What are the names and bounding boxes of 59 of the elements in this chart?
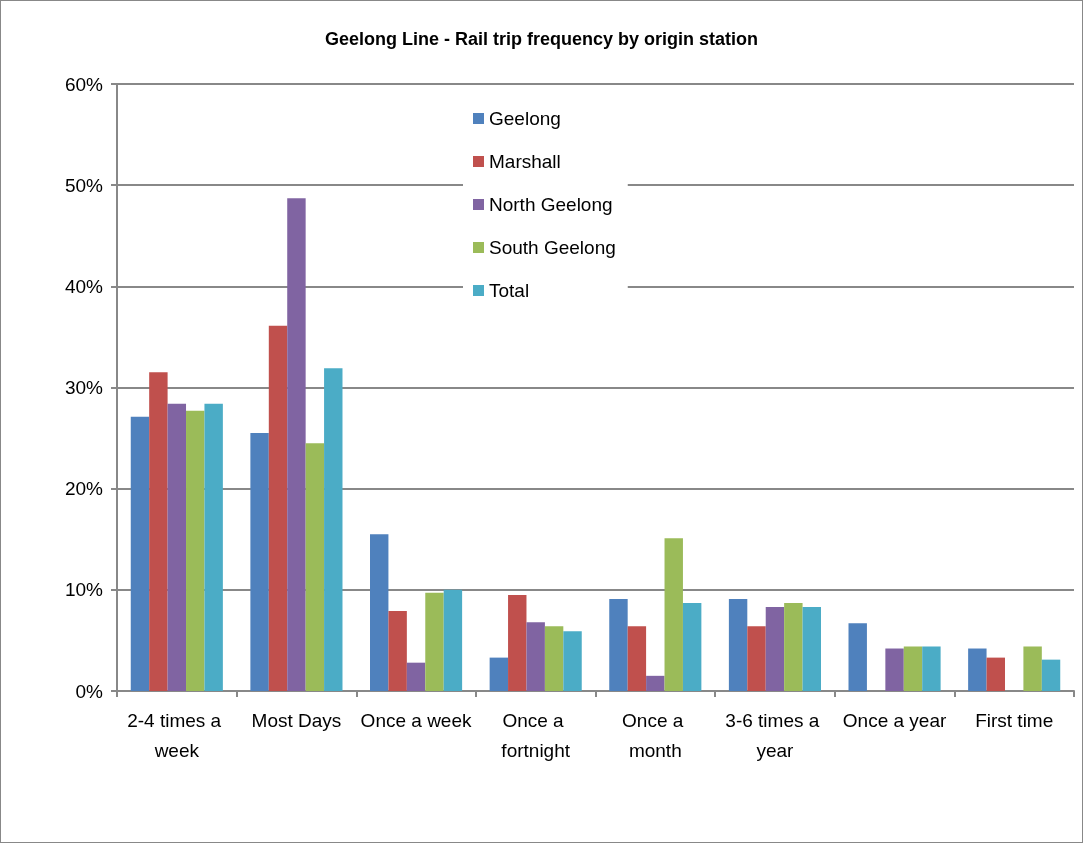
- y-tick-label: 30%: [64, 377, 104, 398]
- bar: [802, 607, 821, 691]
- bar: [149, 372, 168, 691]
- bar: [388, 611, 407, 691]
- x-tick-label: 2-4 times a week: [127, 709, 227, 761]
- bar: [268, 325, 288, 691]
- bar: [646, 675, 665, 691]
- bar: [167, 403, 187, 691]
- bar: [186, 410, 205, 691]
- bar: [324, 368, 343, 691]
- bar: [489, 657, 509, 691]
- bar: [250, 433, 269, 691]
- y-tick-label: 50%: [64, 174, 104, 196]
- x-tick-label: Most Days: [251, 709, 342, 731]
- legend-label: Marshall: [489, 151, 561, 172]
- bar: [526, 622, 545, 691]
- x-tick-label: Once a month: [622, 709, 689, 761]
- bar: [425, 592, 444, 691]
- bar: [747, 626, 766, 691]
- bar: [682, 602, 702, 691]
- legend-label: North Geelong: [489, 194, 613, 215]
- chart-title: Geelong Line - Rail trip frequency by origin station: [324, 29, 759, 49]
- bar: [287, 198, 306, 691]
- y-tick-label: 10%: [64, 579, 104, 601]
- bar: [1023, 646, 1042, 691]
- legend-label: Geelong: [489, 108, 561, 129]
- bar: [508, 594, 527, 691]
- bar: [765, 607, 785, 691]
- x-tick-label: Once a week: [360, 709, 472, 731]
- bar: [443, 589, 463, 691]
- x-tick-label: 3-6 times a year: [725, 709, 825, 761]
- x-tick-label: Once a year: [842, 709, 947, 731]
- legend-label: Total: [489, 280, 530, 301]
- bar: [848, 623, 867, 691]
- bar: [922, 646, 941, 691]
- bar: [370, 534, 389, 691]
- bar: [130, 416, 150, 691]
- bar: [544, 626, 564, 691]
- bar: [903, 646, 923, 691]
- bar: [406, 662, 426, 691]
- bar: [609, 598, 628, 691]
- x-tick-label: First time: [975, 709, 1054, 731]
- bar: [204, 403, 223, 691]
- bar: [627, 626, 647, 691]
- y-tick-label: 0%: [75, 680, 104, 702]
- bar: [664, 538, 683, 691]
- y-tick-label: 60%: [64, 73, 104, 95]
- y-tick-label: 40%: [64, 275, 104, 297]
- bar: [885, 648, 904, 691]
- bar: [1041, 659, 1061, 691]
- bar: [784, 602, 803, 691]
- bar: [728, 598, 748, 691]
- bar: [305, 443, 325, 691]
- legend-label: South Geelong: [489, 237, 616, 258]
- y-tick-label: 20%: [64, 478, 104, 500]
- x-tick-label: Once a fortnight: [501, 709, 571, 761]
- bar: [968, 648, 987, 691]
- bar: [986, 657, 1005, 691]
- bar: [563, 631, 582, 691]
